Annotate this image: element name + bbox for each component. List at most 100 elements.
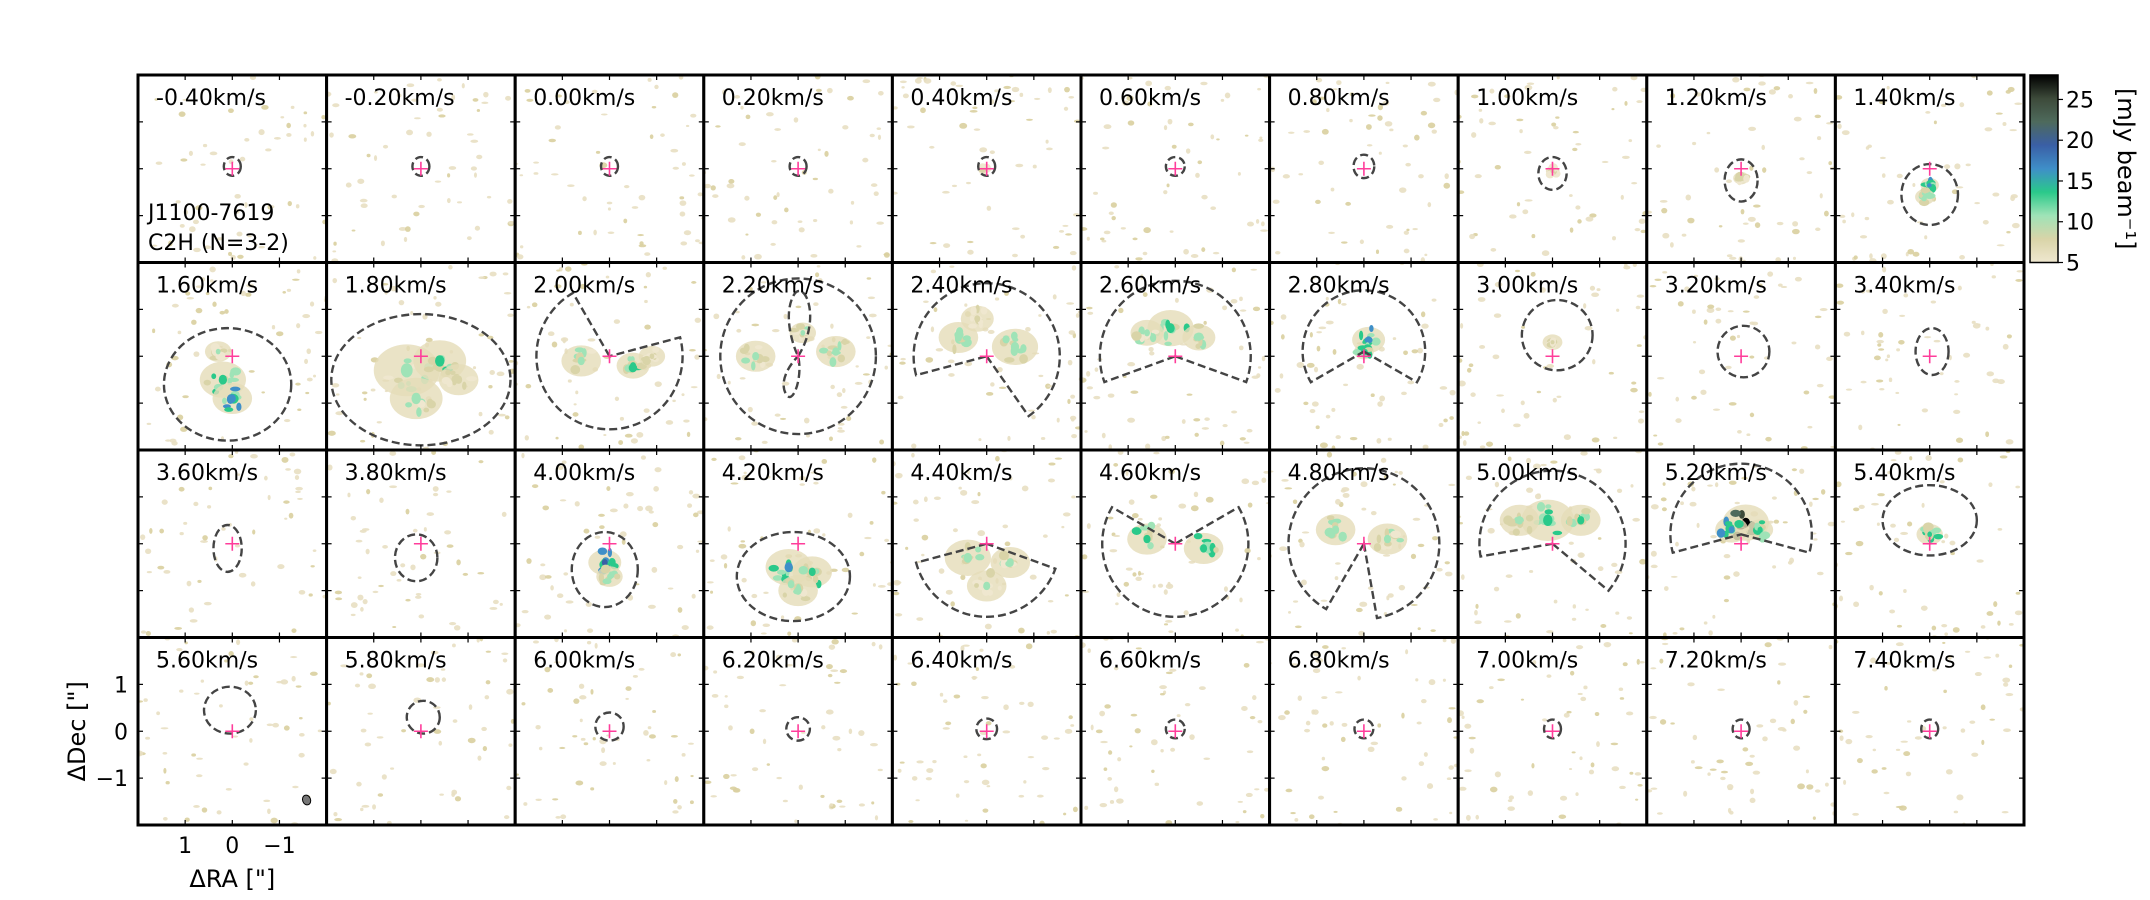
noise-speckle — [1081, 554, 1088, 560]
noise-speckle — [462, 572, 469, 576]
noise-speckle — [1398, 470, 1403, 475]
emission-pixel — [203, 379, 212, 386]
noise-speckle — [952, 528, 958, 533]
noise-speckle — [579, 283, 586, 290]
noise-speckle — [1019, 701, 1025, 705]
noise-speckle — [901, 86, 905, 89]
noise-speckle — [703, 780, 712, 784]
noise-speckle — [193, 351, 200, 357]
noise-speckle — [638, 194, 646, 201]
noise-speckle — [950, 81, 957, 86]
noise-speckle — [1529, 570, 1534, 573]
emission-pixel — [1139, 525, 1151, 531]
noise-speckle — [1019, 92, 1024, 97]
noise-speckle — [1690, 760, 1695, 764]
noise-speckle — [1805, 769, 1809, 774]
velocity-label: 3.20km/s — [1665, 274, 1767, 299]
noise-speckle — [1131, 512, 1139, 519]
noise-speckle — [560, 337, 569, 342]
noise-speckle — [605, 275, 610, 279]
keplerian-mask-contour — [570, 530, 639, 609]
noise-speckle — [1432, 536, 1439, 541]
noise-speckle — [340, 664, 349, 668]
noise-speckle — [521, 702, 526, 706]
noise-speckle — [1246, 750, 1254, 754]
noise-speckle — [850, 200, 855, 205]
noise-speckle — [2007, 86, 2015, 92]
noise-speckle — [799, 483, 805, 486]
emission-peak — [1144, 329, 1150, 337]
noise-speckle — [893, 654, 898, 661]
noise-speckle — [1677, 301, 1684, 307]
noise-speckle — [1903, 588, 1907, 594]
noise-speckle — [625, 492, 634, 497]
noise-speckle — [195, 307, 203, 314]
noise-speckle — [945, 721, 952, 726]
velocity-label: 2.80km/s — [1288, 274, 1390, 299]
noise-speckle — [432, 492, 439, 497]
noise-speckle — [472, 366, 477, 370]
noise-speckle — [1335, 435, 1341, 440]
noise-speckle — [225, 788, 232, 791]
noise-speckle — [299, 732, 305, 737]
noise-speckle — [825, 709, 834, 715]
noise-speckle — [1193, 491, 1199, 498]
noise-speckle — [1556, 395, 1562, 399]
emission-pixel — [1526, 525, 1533, 535]
emission-peak — [577, 356, 585, 366]
noise-speckle — [1963, 352, 1971, 358]
noise-speckle — [478, 333, 485, 337]
noise-speckle — [688, 490, 694, 495]
noise-speckle — [544, 666, 551, 673]
noise-speckle — [1814, 789, 1821, 793]
noise-speckle — [911, 443, 917, 449]
noise-speckle — [1493, 313, 1502, 318]
noise-speckle — [195, 285, 204, 289]
noise-speckle — [1137, 570, 1142, 576]
emission-pixel — [598, 573, 605, 583]
noise-speckle — [579, 718, 583, 723]
noise-speckle — [1964, 650, 1971, 653]
noise-speckle — [1997, 379, 2005, 385]
noise-speckle — [1636, 344, 1642, 347]
keplerian-mask-contour — [975, 717, 999, 741]
noise-speckle — [1650, 564, 1658, 569]
channel-panel: 2.40km/s — [890, 261, 1083, 452]
noise-speckle — [1448, 483, 1456, 487]
noise-speckle — [1944, 632, 1948, 636]
noise-speckle — [360, 607, 364, 612]
noise-speckle — [1632, 517, 1641, 522]
noise-speckle — [1692, 340, 1697, 344]
emission-peak — [1728, 526, 1735, 534]
noise-speckle — [1980, 704, 1986, 711]
noise-speckle — [739, 377, 746, 380]
velocity-label: 1.00km/s — [1476, 86, 1578, 111]
stellar-position-marker — [1168, 161, 1183, 176]
noise-speckle — [2001, 811, 2009, 814]
noise-speckle — [1650, 504, 1659, 510]
noise-speckle — [1421, 698, 1427, 704]
stellar-position-marker — [602, 724, 617, 739]
noise-speckle — [1047, 600, 1054, 603]
noise-speckle — [647, 77, 652, 82]
noise-speckle — [285, 468, 291, 471]
channel-panel: 0.40km/s — [890, 73, 1083, 264]
noise-speckle — [670, 652, 677, 658]
noise-speckle — [1095, 729, 1103, 734]
noise-speckle — [1169, 668, 1177, 672]
stellar-position-marker — [1356, 724, 1371, 739]
noise-speckle — [631, 206, 639, 209]
noise-speckle — [585, 601, 592, 607]
noise-speckle — [1062, 512, 1071, 517]
noise-speckle — [1399, 187, 1407, 193]
noise-speckle — [1835, 283, 1844, 288]
noise-speckle — [437, 78, 442, 82]
noise-speckle — [673, 798, 678, 804]
stellar-position-marker — [1922, 349, 1937, 364]
noise-speckle — [977, 753, 982, 757]
noise-speckle — [1749, 797, 1756, 804]
noise-speckle — [1714, 276, 1720, 281]
noise-speckle — [295, 486, 303, 491]
noise-speckle — [1954, 380, 1960, 383]
noise-speckle — [542, 505, 550, 511]
